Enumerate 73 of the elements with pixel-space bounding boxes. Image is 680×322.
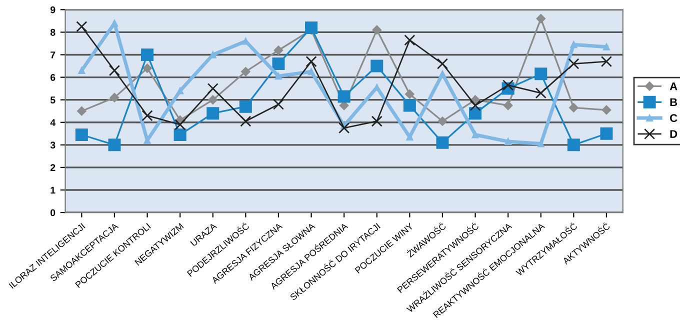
point [470,95,480,104]
y-tick-label: 2 [50,164,56,171]
point [176,87,184,94]
y-tick-label: 0 [50,209,56,216]
point [241,67,250,76]
y-tick-label: 8 [50,28,56,36]
point [537,140,544,148]
legend-label: B [670,98,678,106]
point [306,56,317,68]
point [110,92,120,102]
point [77,106,86,116]
point [404,34,416,46]
point [439,70,446,78]
point [570,41,578,48]
point [403,99,416,112]
y-tick-label: 6 [50,74,56,81]
point [568,58,580,70]
point [438,116,448,126]
point [76,21,88,32]
point [603,43,610,50]
point [406,134,414,140]
point [534,68,548,80]
point [436,58,448,70]
point [567,138,580,152]
point [371,116,382,127]
point [600,56,612,68]
point [174,119,186,130]
y-tick-label: 9 [50,6,56,14]
point [239,100,252,113]
point [372,25,382,35]
point [370,60,384,72]
legend-label: D [670,130,678,138]
point [602,105,612,115]
legend-label: C [670,114,678,122]
point [338,122,350,134]
point [142,110,153,122]
point [240,116,252,127]
point [569,103,578,112]
point [502,80,514,91]
point [536,14,546,24]
point [207,82,218,94]
point [535,88,546,99]
point [470,100,481,112]
point [275,72,282,80]
point [174,128,186,142]
point [472,131,479,138]
point [338,90,350,103]
point [469,107,482,120]
point [108,64,120,76]
point [305,21,318,34]
point [272,98,284,110]
point [600,127,613,140]
point [272,58,285,70]
legend-label: A [670,82,678,90]
point [503,100,513,110]
point [111,20,118,27]
y-tick-label: 3 [50,142,56,149]
point [75,128,88,142]
y-tick-label: 1 [50,186,56,194]
point [206,107,220,120]
y-tick-label: 5 [50,96,56,104]
point [436,136,449,149]
point [274,46,284,55]
point [208,95,218,104]
point [308,68,315,76]
point [141,48,154,61]
point [78,67,86,74]
y-tick-label: 4 [50,119,56,126]
point [108,138,121,152]
point [504,138,512,145]
point [405,90,414,99]
point [142,64,152,73]
y-tick-label: 7 [50,52,56,58]
